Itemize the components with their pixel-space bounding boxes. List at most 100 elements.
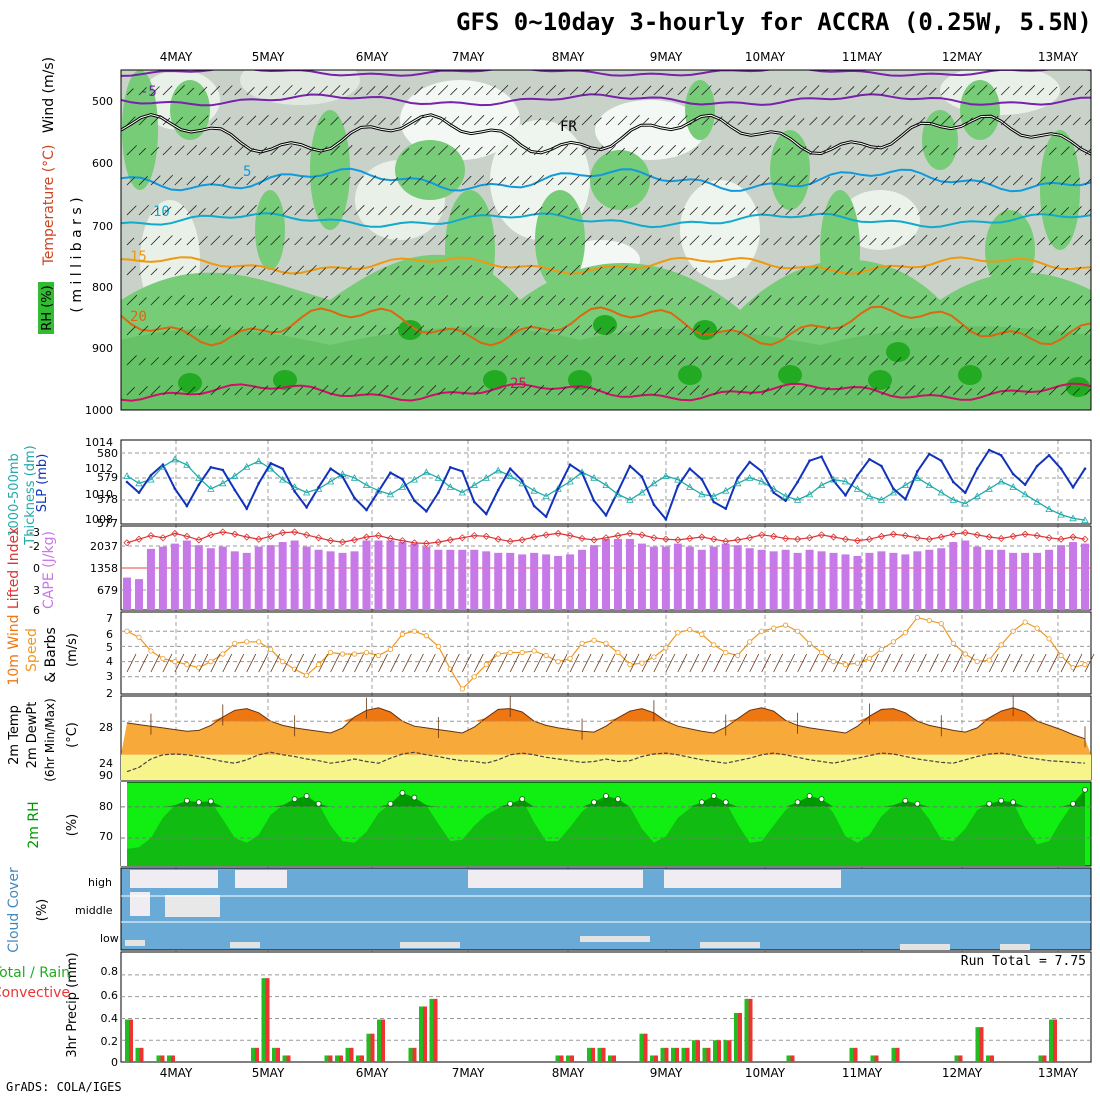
wind-barb: [497, 205, 508, 216]
wind-barb: [593, 388, 601, 396]
wind-speed-point: [1058, 652, 1064, 659]
lifted-index-point: [410, 539, 418, 547]
wind-barb: [258, 385, 269, 396]
wind-barb: [929, 386, 938, 396]
wind-speed-point: [806, 640, 813, 646]
thickness-point: [195, 473, 203, 481]
wind-barb: [258, 115, 269, 126]
cape-bar: [146, 548, 155, 610]
wind-barb: [845, 86, 855, 96]
wind-barb: [1000, 235, 1011, 246]
precip-unit-label: 3hr Precip (mm): [65, 952, 80, 1057]
slp-point: [532, 504, 536, 508]
dewpt2m-label: 2m DewPt: [25, 702, 40, 769]
wind-barb: [473, 324, 485, 336]
wind-speed-point: [244, 639, 250, 645]
date-label-top: 11MAY: [842, 50, 883, 64]
wind-barb: [378, 235, 389, 246]
wind-barb: [964, 295, 975, 306]
wind-barb: [701, 266, 711, 276]
cape-bar: [446, 549, 455, 610]
wind-barb: [916, 653, 927, 673]
rh-saturated-cell: [398, 320, 422, 340]
wind-barb: [1012, 653, 1023, 673]
wind-barb: [521, 385, 532, 396]
thickness-point: [326, 477, 335, 485]
wind-speed-point: [818, 649, 825, 656]
wind-barb: [150, 268, 158, 276]
wind-barb: [761, 145, 772, 156]
wind-barb: [473, 146, 483, 156]
wind-barb: [809, 387, 817, 396]
wind-barb: [749, 117, 758, 126]
wind-barb: [689, 118, 697, 126]
wind-barb: [414, 296, 423, 306]
wind-barb: [378, 384, 389, 396]
wind-barb: [1024, 177, 1033, 186]
wind-barb: [246, 204, 257, 216]
slp-point: [652, 503, 656, 506]
precip-total-bar: [986, 1055, 990, 1062]
lifted-index-point: [303, 531, 311, 539]
slp-point: [281, 467, 284, 470]
wind-barb: [857, 384, 868, 396]
wind-barb: [450, 265, 460, 276]
wind-barb: [198, 236, 208, 246]
slp-tick: 1010: [85, 488, 113, 501]
temperature-contour-label: 25: [510, 376, 527, 392]
wind-speed-point: [471, 674, 477, 680]
rh-saturated-cell: [778, 365, 802, 385]
wind-barb: [438, 266, 447, 276]
wind-barb: [414, 147, 423, 156]
temperature-contour-label: 5: [243, 164, 251, 180]
wind-barb: [869, 116, 878, 126]
wind-barb: [569, 653, 580, 673]
thickness-point: [1033, 497, 1041, 505]
precip-convective-bar: [706, 1047, 711, 1062]
cape-bar: [206, 548, 215, 610]
wind-barb: [821, 265, 831, 276]
grads-credit: GrADS: COLA/IGES: [6, 1080, 122, 1094]
slp-point: [736, 476, 740, 480]
lifted-index-point: [147, 532, 155, 540]
run-total: Run Total = 7.75: [961, 954, 1086, 969]
slp-point: [472, 500, 476, 504]
thickness-point: [530, 486, 538, 494]
thickness-point: [219, 479, 227, 487]
cape-bar: [554, 555, 563, 610]
wind-barb: [533, 235, 544, 246]
wind-barb: [629, 268, 637, 276]
precip-total-bar: [786, 1055, 791, 1062]
pressure-tick: 600: [92, 157, 113, 170]
wind-barb: [761, 653, 772, 673]
wind-barb: [605, 88, 613, 96]
wind-barb: [677, 208, 685, 216]
wind-label: Wind (m/s): [41, 57, 57, 133]
wind-barb: [785, 653, 795, 673]
wind-speed-point: [315, 662, 322, 668]
wind-barb: [809, 205, 819, 216]
wind-barb: [198, 175, 209, 186]
precip-convective-bar: [349, 1047, 354, 1062]
wind-barb: [605, 326, 615, 336]
rh-peak-point: [818, 796, 825, 803]
wind-barb: [929, 205, 940, 216]
wind-barb: [270, 355, 280, 366]
lifted-index-point: [662, 535, 670, 543]
cape-bar: [542, 554, 551, 610]
wind-barb: [773, 354, 784, 366]
cape-bar: [865, 552, 874, 610]
wind-barb: [797, 356, 807, 366]
thickness-point: [147, 475, 155, 483]
lifted-index-point: [338, 538, 347, 546]
wind-barb: [881, 236, 890, 246]
wind-barb: [581, 653, 592, 673]
wind-speed-point: [615, 649, 621, 656]
wind-barb: [665, 325, 675, 336]
wind-barb: [929, 116, 939, 126]
wind-barb: [414, 115, 425, 126]
cape-bar: [973, 546, 982, 610]
wind-barb: [366, 653, 376, 673]
wind-barb: [773, 265, 784, 276]
wind-barb: [581, 324, 593, 336]
